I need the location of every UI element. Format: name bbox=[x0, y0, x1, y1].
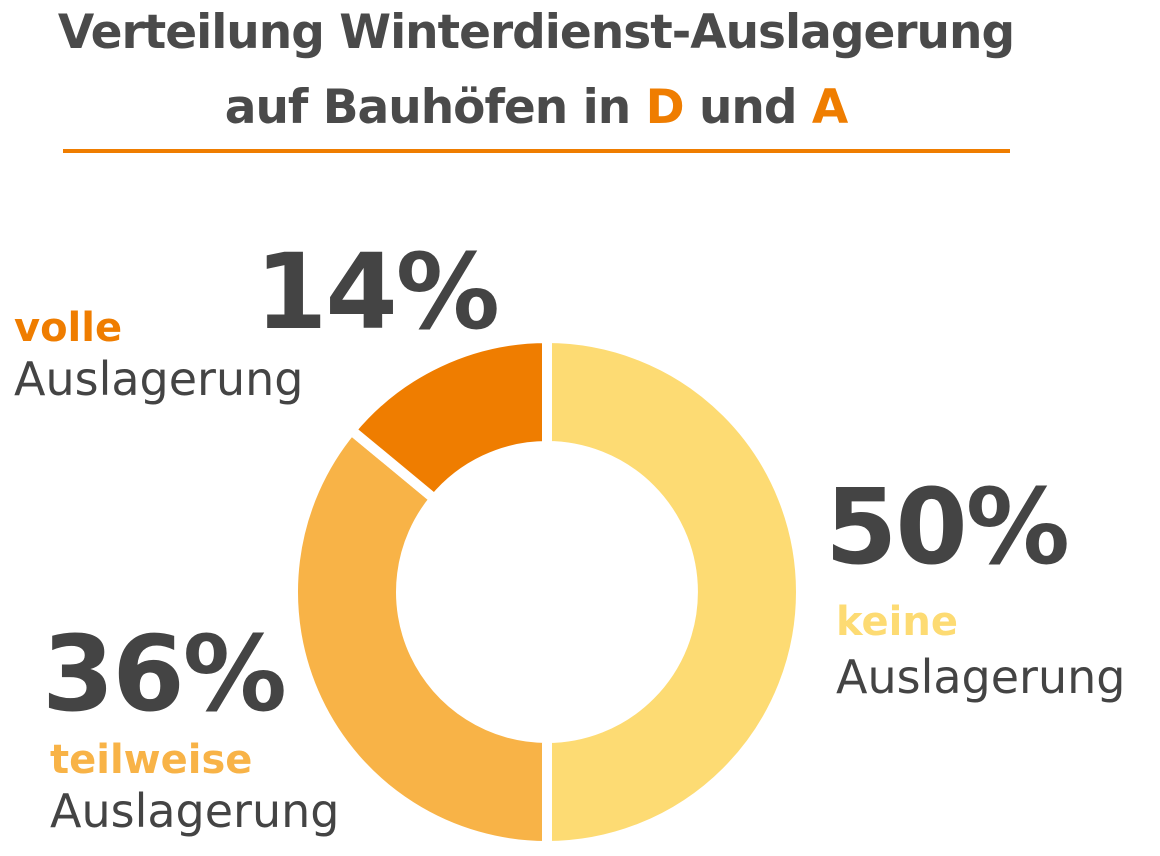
chart-title-line-2: auf Bauhöfen in D und A bbox=[0, 84, 1072, 131]
category-label-keine: keine bbox=[836, 599, 958, 645]
value-label-volle: 14% bbox=[255, 231, 500, 353]
title-country-d: D bbox=[645, 80, 685, 135]
chart-title-line-1: Verteilung Winterdienst-Auslagerung bbox=[57, 5, 1015, 60]
category-label-volle: volle bbox=[14, 305, 123, 351]
title-underline bbox=[63, 149, 1010, 153]
title-country-a: A bbox=[811, 80, 848, 135]
title-and: und bbox=[683, 80, 812, 135]
category-label-teilweise: teilweise bbox=[50, 737, 253, 783]
value-label-teilweise: 36% bbox=[42, 613, 287, 735]
donut-slice-keine bbox=[542, 332, 806, 852]
sublabel-teilweise: Auslagerung bbox=[50, 784, 340, 838]
donut-slice-teilweise bbox=[288, 423, 552, 852]
donut-slice-volle bbox=[344, 332, 552, 506]
title-prefix: auf Bauhöfen in bbox=[224, 80, 646, 135]
value-label-keine: 50% bbox=[825, 466, 1070, 588]
sublabel-volle: Auslagerung bbox=[14, 352, 304, 406]
sublabel-keine: Auslagerung bbox=[836, 650, 1126, 704]
